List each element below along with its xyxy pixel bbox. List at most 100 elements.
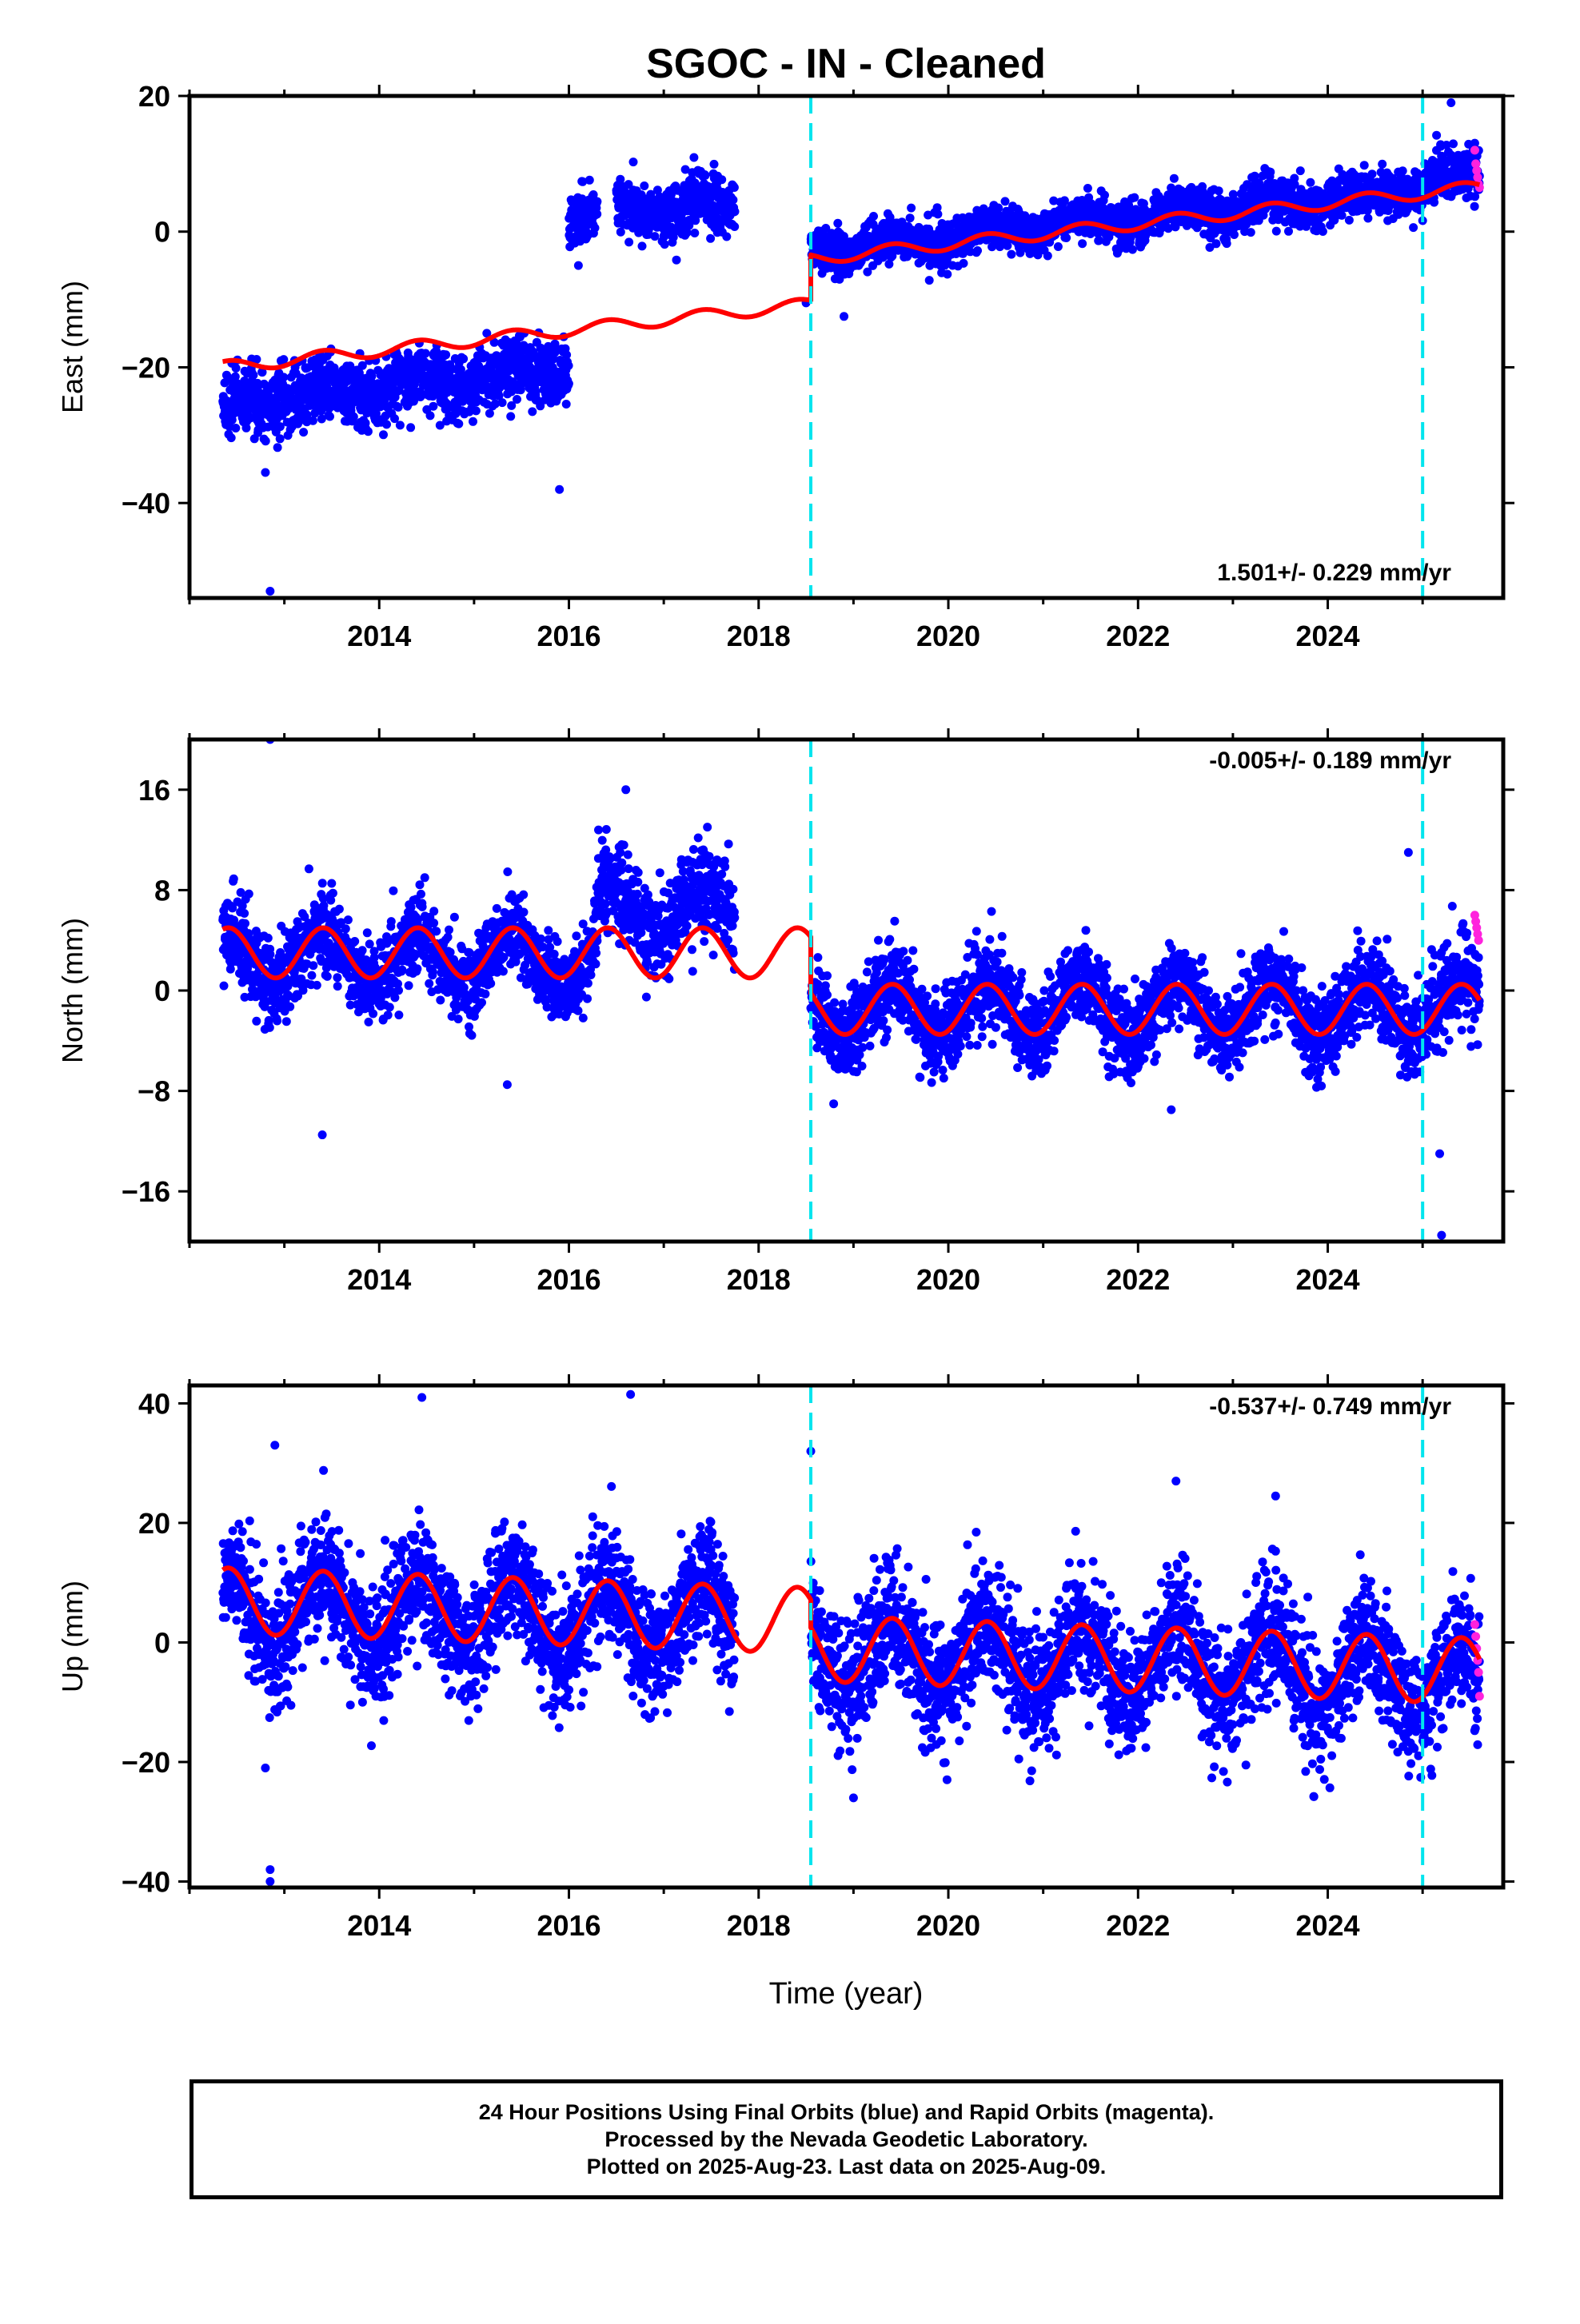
east-data-point <box>565 379 573 388</box>
east-data-point <box>309 417 317 425</box>
east-data-point <box>325 413 334 421</box>
east-data-point <box>591 224 600 233</box>
east-data-point <box>469 417 477 426</box>
north-data-point <box>384 1011 393 1019</box>
east-data-point <box>532 388 541 397</box>
east-data-point <box>624 237 633 246</box>
north-data-point <box>397 966 406 975</box>
east-data-point <box>660 240 669 249</box>
east-data-point <box>1284 227 1293 236</box>
east-data-point <box>722 233 731 241</box>
east-data-point <box>565 361 573 370</box>
east-data-point <box>1212 239 1221 248</box>
north-data-point <box>282 1017 291 1026</box>
east-data-point <box>426 411 435 420</box>
east-data-point <box>710 160 719 169</box>
north-data-point <box>240 909 249 918</box>
north-data-point <box>327 879 336 888</box>
east-x-tick-label: 2014 <box>347 620 411 652</box>
east-data-point <box>585 176 594 185</box>
east-data-point <box>701 171 710 180</box>
east-data-point <box>421 349 430 358</box>
east-data-point <box>640 181 648 190</box>
north-data-point <box>394 986 403 995</box>
east-data-point <box>454 420 463 429</box>
north-data-point <box>358 946 367 955</box>
east-y-tick-label: 0 <box>154 216 170 249</box>
east-data-point <box>960 259 968 268</box>
east-data-point <box>232 364 241 373</box>
east-final-orbit-points <box>218 131 1484 452</box>
east-x-tick-label: 2018 <box>727 620 791 652</box>
east-rate-annotation: 1.501+/- 0.229 mm/yr <box>1217 560 1451 586</box>
east-data-point <box>227 433 236 442</box>
north-data-point <box>365 939 374 948</box>
north-data-point <box>370 953 379 962</box>
north-data-point <box>265 1023 274 1032</box>
east-data-point <box>1360 161 1369 169</box>
north-data-point <box>394 1011 403 1019</box>
east-data-point <box>638 241 647 250</box>
east-x-tick-label: 2024 <box>1295 620 1359 652</box>
east-outlier-point <box>840 312 848 321</box>
north-data-point <box>335 905 344 914</box>
north-data-point <box>389 887 397 895</box>
north-data-point <box>318 879 327 887</box>
east-data-point <box>506 412 515 421</box>
east-outlier-point <box>1446 98 1455 107</box>
east-y-axis-label: East (mm) <box>56 281 89 413</box>
east-data-point <box>1345 216 1354 225</box>
north-data-point <box>319 901 328 910</box>
north-data-point <box>265 950 274 959</box>
north-data-point <box>305 864 313 873</box>
east-data-point <box>382 420 391 429</box>
east-data-point <box>1430 198 1438 207</box>
east-data-point <box>933 209 942 218</box>
east-x-tick-label: 2022 <box>1106 620 1170 652</box>
east-data-point <box>396 421 405 429</box>
east-data-point <box>717 175 726 184</box>
east-data-point <box>429 402 437 411</box>
east-data-point <box>690 229 699 237</box>
east-data-point <box>1398 166 1407 175</box>
east-data-point <box>1296 166 1305 175</box>
east-outlier-point <box>261 468 269 477</box>
east-data-point <box>249 371 257 380</box>
east-data-point <box>1266 168 1275 177</box>
north-data-point <box>323 972 332 981</box>
east-data-point <box>1215 186 1223 195</box>
x-axis-label: Time (year) <box>769 1977 924 2011</box>
chart-title: SGOC - IN - Cleaned <box>646 41 1046 87</box>
east-data-point <box>907 204 916 213</box>
north-data-point <box>333 973 341 982</box>
east-data-point <box>1378 160 1386 169</box>
east-data-point <box>833 219 842 228</box>
east-data-point <box>1043 252 1052 261</box>
east-data-point <box>629 157 638 166</box>
east-data-point <box>498 398 507 407</box>
east-data-point <box>379 430 388 439</box>
east-plot-frame <box>190 96 1503 598</box>
east-y-tick-label: 20 <box>138 80 170 113</box>
north-data-point <box>220 982 229 991</box>
east-data-point <box>1078 239 1087 248</box>
east-data-point <box>276 434 285 443</box>
east-data-point <box>730 222 739 231</box>
east-data-point <box>1363 214 1372 223</box>
east-data-point <box>994 204 1003 213</box>
north-data-point <box>341 924 350 933</box>
north-data-point <box>387 917 396 926</box>
east-data-point <box>364 427 373 436</box>
east-data-point <box>1130 193 1139 202</box>
east-data-point <box>279 373 288 381</box>
east-data-point <box>1062 233 1071 242</box>
east-data-point <box>1100 191 1109 200</box>
north-data-point <box>241 919 249 928</box>
east-data-point <box>616 228 625 237</box>
north-data-point <box>344 915 353 924</box>
north-data-point <box>245 890 253 899</box>
